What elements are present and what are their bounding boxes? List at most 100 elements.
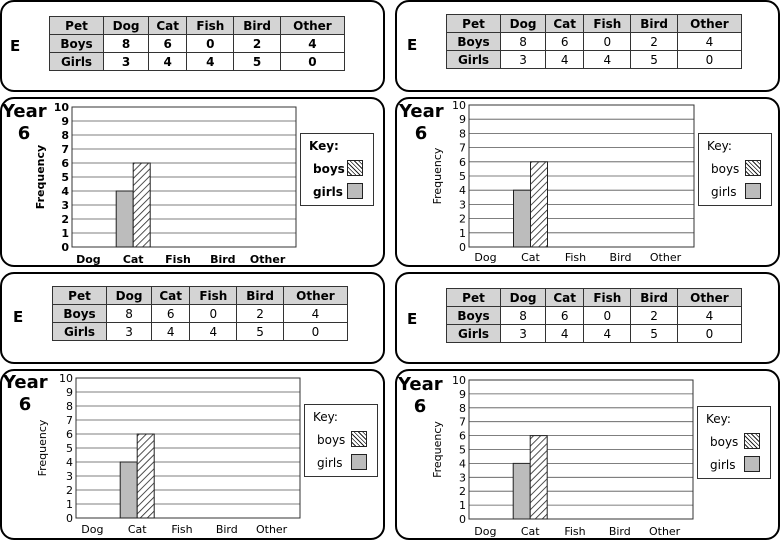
table-cell: 0 — [676, 324, 743, 343]
year-label: Year 6 — [399, 101, 444, 145]
y-tick-label: 3 — [459, 198, 466, 211]
y-tick-label: 2 — [61, 213, 69, 226]
table-cell: 0 — [676, 50, 743, 69]
row-label: Girls — [48, 52, 105, 71]
bar-boys — [132, 162, 151, 248]
e-label: E — [407, 310, 418, 328]
y-tick-label: 3 — [66, 470, 73, 483]
y-tick-label: 6 — [459, 430, 466, 443]
x-category-label: Other — [649, 525, 681, 538]
bar-girls — [115, 190, 134, 248]
y-tick-label: 8 — [61, 129, 69, 142]
y-tick-label: 4 — [66, 456, 73, 469]
row-label: Girls — [445, 324, 502, 343]
row-label: Boys — [48, 34, 105, 53]
key-girls-swatch — [745, 183, 761, 199]
y-tick-label: 7 — [61, 143, 69, 156]
year-number: 6 — [18, 394, 32, 415]
y-tick-label: 0 — [66, 512, 73, 525]
y-tick-label: 0 — [459, 513, 466, 526]
chart-key: Key: boys girls — [300, 133, 374, 206]
y-tick-label: 10 — [59, 372, 73, 385]
plot-frame — [71, 106, 297, 248]
table-cell: 3 — [106, 322, 153, 341]
x-category-label: Cat — [521, 251, 540, 264]
y-tick-label: 3 — [61, 199, 69, 212]
x-category-label: Other — [250, 253, 286, 266]
y-tick-label: 9 — [459, 388, 466, 401]
key-boys-swatch — [351, 431, 367, 447]
bar-girls — [513, 189, 531, 248]
y-tick-label: 6 — [66, 428, 73, 441]
y-tick-label: 8 — [459, 127, 466, 140]
plot-frame — [75, 377, 301, 519]
chart-key: Key: boys girls — [698, 133, 772, 206]
y-tick-label: 10 — [452, 99, 466, 112]
y-tick-label: 7 — [459, 416, 466, 429]
header-cell: Other — [676, 14, 743, 33]
table-cell: 0 — [279, 52, 346, 71]
table-cell: 4 — [186, 52, 235, 71]
header-cell: Cat — [148, 16, 188, 35]
key-boys-label: boys — [317, 433, 346, 447]
y-tick-label: 5 — [459, 444, 466, 457]
bar-boys — [530, 161, 548, 248]
table-cell: 3 — [103, 52, 150, 71]
y-tick-label: 10 — [54, 101, 70, 114]
key-boys-swatch — [744, 433, 760, 449]
y-axis-label: Frequency — [431, 147, 444, 204]
y-axis-label: Frequency — [34, 145, 47, 209]
y-tick-label: 9 — [459, 113, 466, 126]
table-cell: 4 — [189, 322, 238, 341]
row-label: Girls — [51, 322, 108, 341]
y-tick-label: 7 — [459, 142, 466, 155]
key-girls-swatch — [744, 456, 760, 472]
header-cell: Fish — [186, 16, 235, 35]
y-tick-label: 2 — [459, 213, 466, 226]
year-label: Year 6 — [2, 101, 47, 145]
x-category-label: Other — [650, 251, 682, 264]
year-number: 6 — [414, 123, 428, 144]
table-cell: 0 — [186, 34, 235, 53]
year-label: Year 6 — [398, 374, 443, 418]
y-axis-label: Frequency — [431, 421, 444, 478]
table-cell: 5 — [233, 52, 281, 71]
y-tick-label: 2 — [459, 485, 466, 498]
y-tick-label: 4 — [459, 457, 466, 470]
year-number: 6 — [413, 396, 427, 417]
x-category-label: Dog — [474, 251, 496, 264]
y-tick-label: 1 — [66, 498, 73, 511]
y-tick-label: 10 — [452, 374, 466, 387]
x-category-label: Fish — [171, 523, 192, 536]
key-girls-label: girls — [317, 456, 343, 470]
bar-girls — [119, 461, 138, 519]
row-label: Boys — [445, 32, 502, 51]
x-category-label: Cat — [521, 525, 540, 538]
header-cell: Fish — [583, 288, 632, 307]
e-label: E — [10, 37, 21, 55]
key-boys-label: boys — [711, 162, 740, 176]
y-axis-label: Frequency — [36, 419, 49, 476]
header-cell: Other — [282, 286, 349, 305]
pet-table: Pet Dog Cat Fish Bird Other Boys 8 6 0 2 4 Girls 3 4… — [445, 14, 743, 69]
y-tick-label: 0 — [61, 241, 69, 254]
y-tick-label: 4 — [61, 185, 69, 198]
header-cell: Fish — [583, 14, 632, 33]
header-cell: Pet — [445, 288, 502, 307]
table-cell: 4 — [148, 52, 188, 71]
header-cell: Fish — [189, 286, 238, 305]
key-girls-label: girls — [711, 185, 737, 199]
row-label: Girls — [445, 50, 502, 69]
x-category-label: Fish — [165, 253, 191, 266]
y-tick-label: 0 — [459, 241, 466, 254]
y-tick-label: 5 — [459, 170, 466, 183]
year-word: Year — [3, 372, 48, 393]
x-category-label: Bird — [610, 251, 632, 264]
y-tick-label: 1 — [61, 227, 69, 240]
key-boys-label: boys — [313, 162, 345, 176]
table-cell: 6 — [151, 304, 191, 323]
key-girls-swatch — [347, 183, 363, 199]
header-cell: Cat — [545, 14, 585, 33]
y-tick-label: 2 — [66, 484, 73, 497]
